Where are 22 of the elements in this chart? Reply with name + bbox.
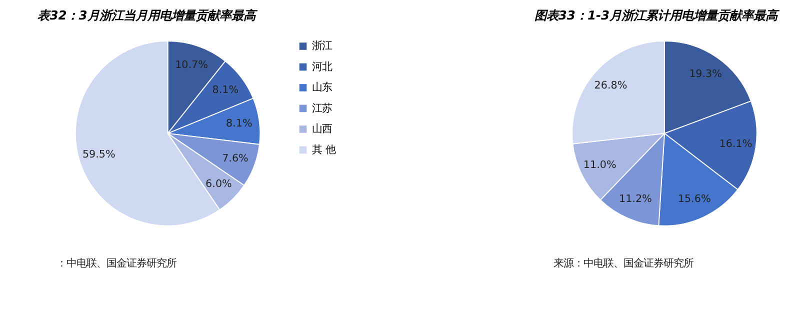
source-note: 来源：中电联、国金证券研究所 xyxy=(553,257,694,270)
data-label: 6.0% xyxy=(206,178,232,190)
legend-label: 其 他 xyxy=(312,144,336,156)
data-label: 16.1% xyxy=(719,138,752,150)
data-label: 15.6% xyxy=(678,192,711,205)
chart-title: 表32：3月浙江当月用电增量贡献率最高 xyxy=(38,8,258,22)
data-label: 7.6% xyxy=(222,152,249,165)
legend-label: 河北 xyxy=(312,60,332,73)
text: ：中电联、国金证券研究所 xyxy=(56,257,177,270)
data-label: 19.3% xyxy=(689,68,722,80)
chart-title: 图表33：1-3月浙江累计用电增量贡献率最高 xyxy=(534,8,781,22)
data-label: 11.0% xyxy=(583,159,616,172)
legend-label: 山东 xyxy=(312,82,332,94)
legend-label: 山西 xyxy=(312,123,332,136)
data-label: 8.1% xyxy=(226,118,252,130)
legend-label: 浙江 xyxy=(312,40,332,52)
legend-label: 江苏 xyxy=(312,102,332,114)
data-label: 26.8% xyxy=(594,79,628,92)
data-label: 59.5% xyxy=(82,148,116,160)
data-label: 10.7% xyxy=(175,59,208,72)
data-label: 8.1% xyxy=(212,84,239,96)
data-label: 11.2% xyxy=(618,193,652,206)
